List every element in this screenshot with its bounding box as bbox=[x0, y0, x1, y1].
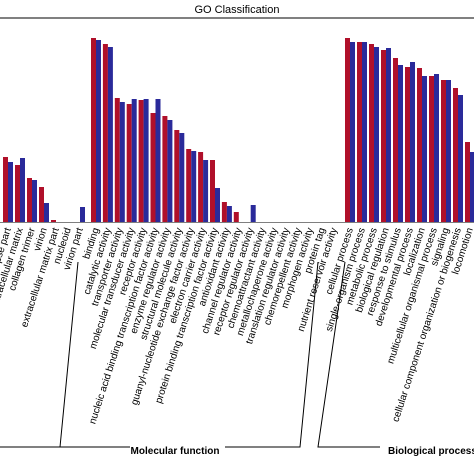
bar bbox=[250, 205, 256, 222]
bar bbox=[405, 67, 410, 222]
bar bbox=[143, 99, 149, 222]
bar bbox=[15, 165, 20, 222]
bar bbox=[162, 116, 168, 222]
group-label: Molecular function bbox=[131, 446, 220, 457]
bar bbox=[374, 47, 379, 222]
bar bbox=[44, 203, 49, 222]
bracket bbox=[317, 261, 380, 448]
bar bbox=[226, 206, 232, 222]
bar bbox=[107, 47, 113, 222]
bar bbox=[91, 38, 96, 222]
bar bbox=[215, 188, 220, 222]
group-label: Biological process bbox=[388, 446, 474, 457]
bar bbox=[453, 88, 458, 222]
bar bbox=[362, 42, 367, 222]
bar bbox=[198, 152, 204, 222]
bar bbox=[393, 58, 398, 222]
group-brackets bbox=[0, 261, 380, 448]
bar bbox=[350, 42, 355, 222]
bar bbox=[381, 50, 386, 222]
bar bbox=[138, 100, 144, 222]
bar bbox=[174, 130, 180, 222]
bar bbox=[191, 151, 197, 222]
bar bbox=[458, 95, 463, 222]
bar bbox=[417, 68, 422, 222]
bar bbox=[470, 152, 474, 222]
bar bbox=[186, 149, 192, 222]
bar bbox=[27, 178, 32, 222]
chart-title: GO Classification bbox=[195, 4, 280, 16]
bar bbox=[357, 42, 362, 222]
bar bbox=[465, 142, 470, 222]
bar bbox=[20, 158, 25, 222]
bar bbox=[119, 102, 125, 222]
bar bbox=[167, 120, 173, 222]
bar bbox=[429, 76, 434, 222]
bar bbox=[410, 62, 415, 222]
bar bbox=[398, 65, 403, 222]
bar bbox=[422, 76, 427, 222]
bar bbox=[155, 99, 161, 222]
bar bbox=[434, 74, 439, 222]
bar bbox=[150, 113, 156, 222]
bar bbox=[114, 98, 120, 222]
bar bbox=[369, 44, 374, 222]
bar bbox=[446, 80, 451, 222]
bar bbox=[221, 202, 227, 222]
bar bbox=[32, 180, 37, 222]
bar bbox=[80, 207, 85, 222]
bar bbox=[102, 44, 108, 222]
bar bbox=[39, 187, 44, 222]
bar bbox=[441, 80, 446, 222]
bar bbox=[203, 160, 209, 222]
bar bbox=[179, 133, 185, 222]
bar bbox=[131, 99, 137, 222]
bar bbox=[210, 160, 215, 222]
bar bbox=[233, 212, 239, 222]
bar bbox=[8, 162, 13, 222]
bar bbox=[96, 40, 101, 222]
bracket bbox=[225, 261, 319, 448]
bar bbox=[51, 220, 56, 222]
bar bbox=[345, 38, 350, 222]
bar bbox=[126, 104, 132, 222]
bar bbox=[3, 157, 8, 222]
bar bbox=[386, 48, 391, 222]
